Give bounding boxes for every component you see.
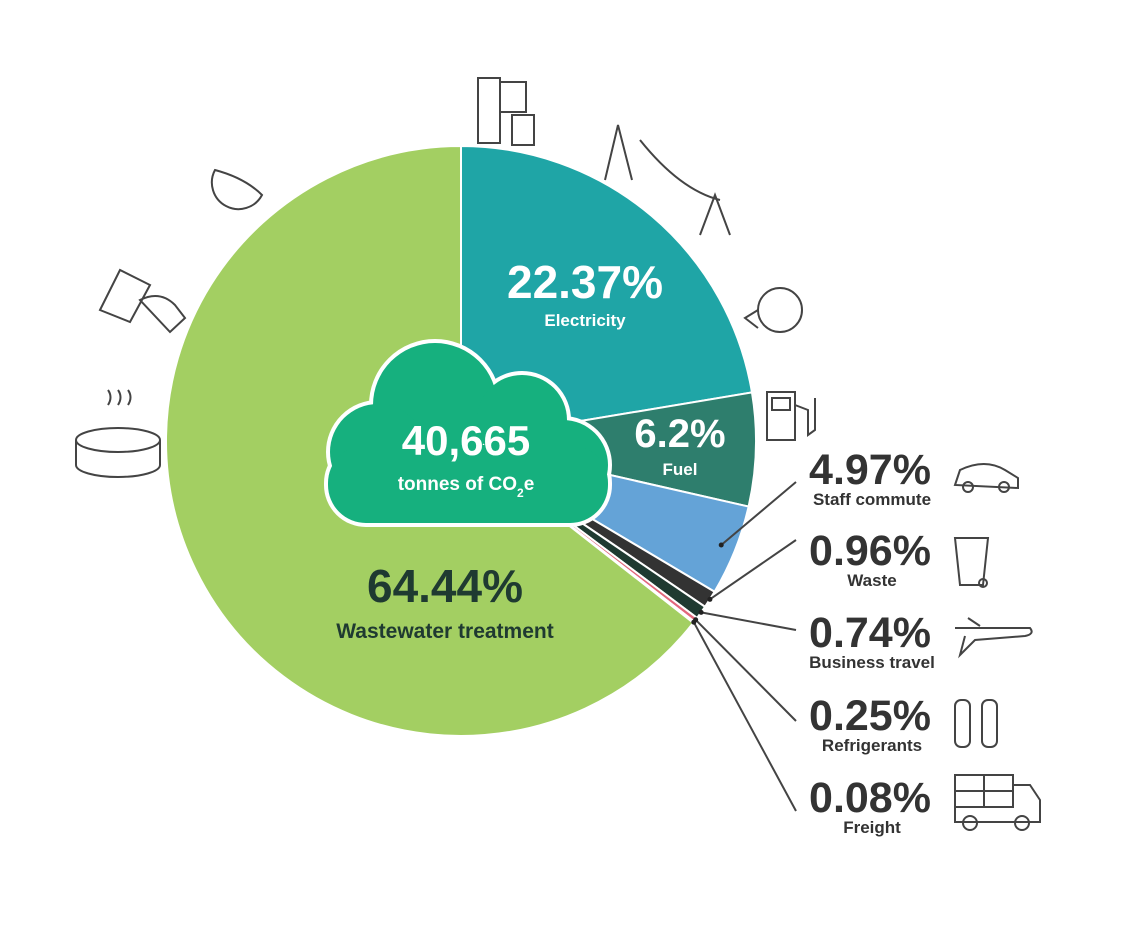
leader-line [709, 539, 797, 601]
leader-dot [691, 619, 697, 625]
unit-text: e [524, 474, 535, 495]
value-label: 6.2% [634, 412, 725, 456]
center-total: 40,665 [402, 417, 530, 464]
value-label: 22.37% [507, 256, 663, 308]
category-label: Fuel [663, 460, 698, 479]
category-label: Refrigerants [822, 736, 922, 755]
leader-dot [707, 596, 713, 602]
leader-line [720, 481, 797, 546]
value-label: 64.44% [367, 560, 523, 612]
leader-line [692, 621, 797, 812]
leader-line [700, 611, 797, 631]
unit-subscript: 2 [517, 486, 524, 500]
value-label: 0.96% [809, 527, 931, 575]
value-label: 0.74% [809, 609, 931, 657]
unit-text: tonnes of CO [398, 474, 517, 495]
decorative-icons [75, 77, 1041, 831]
leader-line [694, 619, 797, 722]
labels: 22.37% Electricity 6.2% Fuel 4.97%Staff comm… [336, 256, 935, 837]
leader-dot [718, 542, 724, 548]
center-unit: tonnes of CO2e [398, 474, 535, 500]
category-label: Freight [843, 818, 901, 837]
value-label: 4.97% [809, 446, 931, 494]
category-label: Business travel [809, 653, 935, 672]
category-label: Waste [847, 571, 896, 590]
center-cloud [324, 339, 612, 527]
value-label: 0.25% [809, 692, 931, 740]
pie-slice [460, 144, 754, 443]
category-label: Electricity [544, 311, 626, 330]
category-label: Staff commute [813, 490, 931, 509]
value-label: 0.08% [809, 774, 931, 822]
category-label: Wastewater treatment [336, 620, 553, 643]
leader-dot [698, 609, 704, 615]
